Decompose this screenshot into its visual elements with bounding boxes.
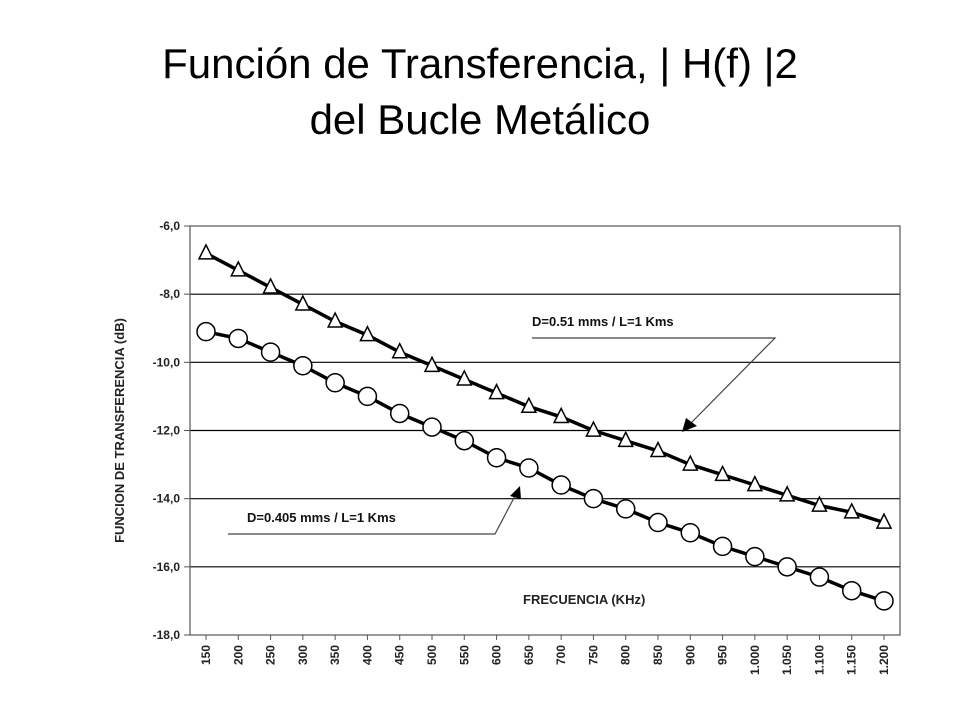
data-point (809, 567, 830, 587)
data-point (714, 464, 731, 482)
data-point (552, 406, 570, 424)
data-point (423, 355, 441, 373)
grid-lines (190, 293, 900, 568)
data-point (680, 523, 701, 543)
x-tick-label: 250 (264, 645, 278, 665)
data-point (357, 386, 378, 407)
data-point (260, 342, 281, 362)
data-point (841, 580, 862, 601)
x-tick-label: 450 (393, 645, 407, 665)
data-point (746, 474, 764, 492)
data-point (486, 448, 507, 468)
data-point (456, 369, 473, 386)
x-tick-label: 150 (199, 645, 213, 665)
data-point (262, 277, 279, 294)
data-point (197, 243, 215, 260)
slide-title: Función de Transferencia, | H(f) |2 del … (40, 36, 920, 148)
data-point (325, 373, 345, 393)
data-point (519, 458, 539, 478)
x-tick-label: 200 (231, 645, 245, 665)
data-point (777, 557, 797, 577)
data-point (615, 499, 636, 519)
y-tick-label: -12,0 (153, 424, 181, 438)
data-point (617, 430, 634, 448)
data-point (585, 420, 602, 437)
annotation-series-2: D=0.405 mms / L=1 Kms (247, 510, 396, 525)
data-point (682, 454, 699, 471)
y-tick-label: -8,0 (159, 287, 180, 301)
x-tick-label: 350 (328, 645, 342, 665)
x-tick-label: 1.050 (780, 645, 794, 675)
y-axis-ticks: -6,0 -8,0 -10,0 -12,0 -14,0 -16,0 -18,0 (153, 219, 190, 642)
data-point (454, 430, 475, 451)
x-tick-label: 500 (425, 645, 439, 665)
y-axis-label: FUNCION DE TRANSFERENCIA (dB) (112, 318, 127, 543)
data-point (843, 502, 860, 519)
data-point (649, 440, 667, 458)
data-point (875, 512, 893, 529)
series-1 (197, 243, 893, 529)
y-tick-label: -16,0 (153, 560, 181, 574)
data-point (648, 512, 668, 533)
x-tick-label: 600 (490, 645, 504, 665)
data-point (230, 260, 247, 277)
y-tick-label: -10,0 (153, 355, 181, 369)
x-axis-label: FRECUENCIA (KHz) (523, 592, 645, 607)
data-point (326, 311, 344, 328)
series-line (205, 251, 885, 525)
x-tick-label: 850 (651, 645, 665, 665)
data-point (293, 355, 313, 376)
data-point (874, 591, 894, 611)
y-tick-label: -18,0 (153, 628, 181, 642)
x-axis-ticks: 150 200 250 300 350 400 450 500 550 600 650 700 750 8… (199, 635, 891, 675)
data-point (520, 396, 538, 413)
x-tick-label: 1.200 (877, 645, 891, 675)
data-point (583, 488, 604, 509)
data-point (359, 324, 376, 342)
x-tick-label: 700 (554, 645, 568, 665)
annotation-series-1: D=0.51 mms / L=1 Kms (532, 314, 674, 329)
y-tick-label: -14,0 (153, 492, 181, 506)
x-tick-label: 1.000 (748, 645, 762, 675)
annotations: D=0.51 mms / L=1 Kms D=0.405 mms / L=1 K… (228, 314, 777, 535)
data-point (391, 342, 408, 359)
x-tick-label: 1.100 (812, 645, 826, 675)
x-tick-label: 550 (457, 645, 471, 665)
annotation-leader-1 (532, 337, 777, 425)
data-point (778, 485, 796, 502)
annotation-leader-2 (228, 493, 517, 535)
x-tick-label: 900 (683, 645, 697, 665)
data-point (294, 294, 312, 311)
data-point (488, 382, 505, 400)
annotation-arrow-1 (682, 418, 697, 432)
data-point (712, 536, 733, 557)
series-layer (196, 243, 894, 611)
annotation-arrow-2 (510, 486, 521, 499)
x-tick-label: 750 (586, 645, 600, 665)
x-tick-label: 800 (619, 645, 633, 665)
data-point (551, 475, 571, 495)
y-tick-label: -6,0 (159, 219, 180, 233)
data-point (745, 546, 765, 567)
x-tick-label: 400 (360, 645, 374, 665)
series-2 (196, 321, 894, 611)
slide-title-line-1: Función de Transferencia, | H(f) |2 (162, 40, 798, 87)
x-tick-label: 1.150 (845, 645, 859, 675)
data-point (228, 328, 249, 349)
x-tick-label: 300 (296, 645, 310, 665)
data-point (422, 417, 442, 437)
slide-title-line-2: del Bucle Metálico (309, 96, 651, 143)
data-point (196, 321, 216, 342)
data-point (389, 403, 410, 424)
x-tick-label: 950 (716, 645, 730, 665)
x-tick-label: 650 (522, 645, 536, 665)
series-line (205, 329, 885, 603)
data-point (811, 495, 828, 512)
